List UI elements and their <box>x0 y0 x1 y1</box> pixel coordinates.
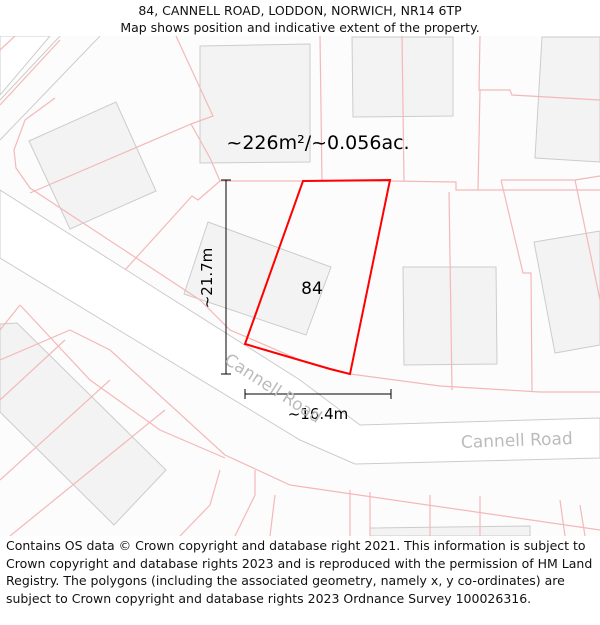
height-dimension-label: ~21.7m <box>198 248 216 309</box>
map-subtitle: Map shows position and indicative extent… <box>120 20 480 35</box>
building <box>199 43 311 164</box>
map-header: 84, CANNELL ROAD, LODDON, NORWICH, NR14 … <box>0 0 600 38</box>
building <box>533 230 600 354</box>
width-dimension-label: ~16.4m <box>288 405 349 423</box>
plot-number: 84 <box>301 279 323 299</box>
map-canvas: ~226m²/~0.056ac. 84 ~21.7m ~16.4m Cannel… <box>0 36 600 536</box>
property-boundary[interactable] <box>243 178 392 376</box>
road-network <box>0 36 600 465</box>
property-map[interactable]: ~226m²/~0.056ac. 84 ~21.7m ~16.4m Cannel… <box>0 36 600 536</box>
building <box>534 36 600 163</box>
building <box>0 322 167 526</box>
width-dimension-line <box>244 389 392 399</box>
buildings <box>0 36 600 536</box>
height-dimension-line <box>221 179 231 375</box>
parcel-boundaries <box>0 36 600 536</box>
building <box>369 525 531 536</box>
building <box>28 101 157 230</box>
building <box>402 266 498 366</box>
property-address: 84, CANNELL ROAD, LODDON, NORWICH, NR14 … <box>138 3 462 18</box>
road-label-horizontal: Cannell Road <box>461 429 573 453</box>
copyright-notice: Contains OS data © Crown copyright and d… <box>6 538 593 606</box>
area-label: ~226m²/~0.056ac. <box>226 132 409 154</box>
building <box>183 221 332 336</box>
